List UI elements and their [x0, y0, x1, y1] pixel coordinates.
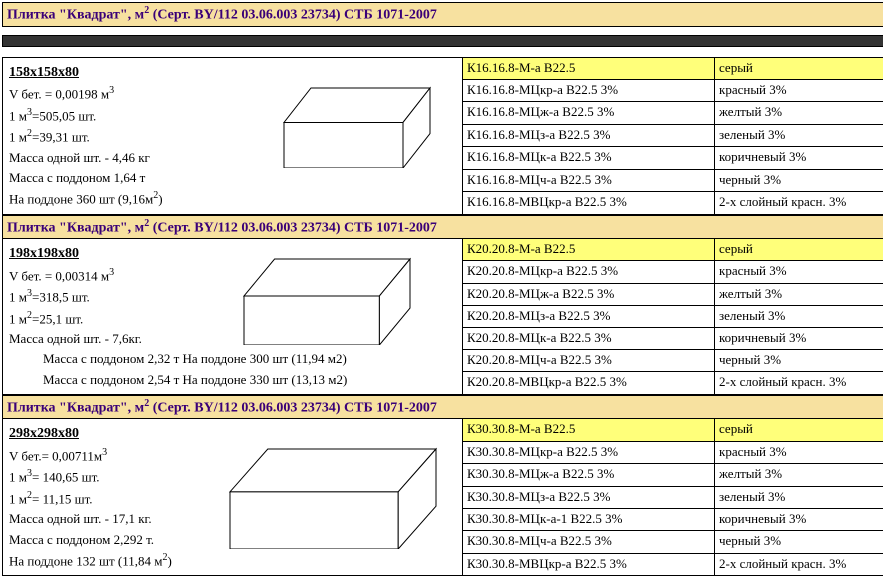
product-code: К30.30.8-МЦк-а-1 В22.5 3% — [463, 509, 715, 530]
spec-line: Масса с поддоном 2,292 т. — [9, 530, 456, 550]
product-code: К30.30.8-МЦз-а В22.5 3% — [463, 487, 715, 508]
product-color: зеленый 3% — [715, 306, 883, 327]
code-row: К30.30.8-МЦк-а-1 В22.5 3%коричневый 3% — [463, 509, 883, 531]
code-row: К20.20.8-МЦч-а В22.5 3%черный 3% — [463, 350, 883, 372]
product-color: черный 3% — [715, 350, 883, 371]
product-code: К20.20.8-МЦз-а В22.5 3% — [463, 306, 715, 327]
spec-line: Масса одной шт. - 4,46 кг — [9, 148, 456, 168]
size-label: 198x198x80 — [9, 243, 456, 265]
code-row: К30.30.8-МЦкр-а В22.5 3%красный 3% — [463, 442, 883, 464]
product-code: К16.16.8-МЦж-а В22.5 3% — [463, 102, 715, 123]
product-code: К20.20.8-МЦж-а В22.5 3% — [463, 284, 715, 305]
spec-line: V бет. = 0,00314 м3 — [9, 265, 456, 286]
code-row: К30.30.8-МЦж-а В22.5 3%желтый 3% — [463, 464, 883, 486]
code-row: К16.16.8-МВЦкр-а В22.5 3%2-х слойный кра… — [463, 192, 883, 213]
product-color: зеленый 3% — [715, 487, 883, 508]
product-color: коричневый 3% — [715, 147, 883, 168]
specs-column: 158x158x80V бет. = 0,00198 м31 м3=505,05… — [3, 58, 463, 214]
product-color: красный 3% — [715, 80, 883, 101]
product-color: желтый 3% — [715, 464, 883, 485]
product-code: К16.16.8-МЦз-а В22.5 3% — [463, 125, 715, 146]
product-color: красный 3% — [715, 442, 883, 463]
spec-line: V бет.= 0,00711м3 — [9, 445, 456, 466]
spec-line: 1 м2=25,1 шт. — [9, 308, 456, 329]
spec-line: Масса одной шт. - 17,1 кг. — [9, 509, 456, 529]
spec-line-extra: Масса с поддоном 2,32 т На поддоне 300 ш… — [9, 349, 456, 369]
product-code: К16.16.8-МЦкр-а В22.5 3% — [463, 80, 715, 101]
product-code: К16.16.8-МЦч-а В22.5 3% — [463, 170, 715, 191]
specs-column: 298x298x80V бет.= 0,00711м31 м3= 140,65 … — [3, 419, 463, 575]
product-code: К20.20.8-МЦкр-а В22.5 3% — [463, 261, 715, 282]
product-code: К30.30.8-М-а В22.5 — [463, 419, 715, 440]
product-color: коричневый 3% — [715, 509, 883, 530]
spec-line: На поддоне 132 шт (11,84 м2) — [9, 550, 456, 571]
code-row: К30.30.8-МВЦкр-а В22.5 3%2-х слойный кра… — [463, 554, 883, 575]
spec-line: 1 м2=39,31 шт. — [9, 126, 456, 147]
code-row: К20.20.8-М-а В22.5серый — [463, 239, 883, 261]
codes-column: К30.30.8-М-а В22.5серыйК30.30.8-МЦкр-а В… — [463, 419, 883, 575]
product-color: красный 3% — [715, 261, 883, 282]
code-row: К20.20.8-МЦкр-а В22.5 3%красный 3% — [463, 261, 883, 283]
product-color: 2-х слойный красн. 3% — [715, 372, 883, 393]
spec-line: 1 м3= 140,65 шт. — [9, 466, 456, 487]
code-row: К16.16.8-М-а В22.5серый — [463, 58, 883, 80]
product-color: черный 3% — [715, 170, 883, 191]
spec-line: 1 м2= 11,15 шт. — [9, 488, 456, 509]
product-color: серый — [715, 239, 883, 260]
product-color: 2-х слойный красн. 3% — [715, 192, 883, 213]
product-section: 298x298x80V бет.= 0,00711м31 м3= 140,65 … — [2, 419, 883, 576]
code-row: К20.20.8-МЦж-а В22.5 3%желтый 3% — [463, 284, 883, 306]
spec-line: Масса с поддоном 1,64 т — [9, 168, 456, 188]
product-color: черный 3% — [715, 531, 883, 552]
product-color: 2-х слойный красн. 3% — [715, 554, 883, 575]
product-code: К20.20.8-МЦч-а В22.5 3% — [463, 350, 715, 371]
product-color: серый — [715, 58, 883, 79]
dark-separator — [2, 35, 883, 47]
product-color: зеленый 3% — [715, 125, 883, 146]
product-code: К30.30.8-МЦкр-а В22.5 3% — [463, 442, 715, 463]
code-row: К16.16.8-МЦкр-а В22.5 3%красный 3% — [463, 80, 883, 102]
code-row: К20.20.8-МЦк-а В22.5 3%коричневый 3% — [463, 328, 883, 350]
size-label: 158x158x80 — [9, 62, 456, 84]
code-row: К20.20.8-МВЦкр-а В22.5 3%2-х слойный кра… — [463, 372, 883, 393]
codes-column: К20.20.8-М-а В22.5серыйК20.20.8-МЦкр-а В… — [463, 239, 883, 394]
product-code: К16.16.8-МВЦкр-а В22.5 3% — [463, 192, 715, 213]
product-color: желтый 3% — [715, 284, 883, 305]
code-row: К16.16.8-МЦж-а В22.5 3%желтый 3% — [463, 102, 883, 124]
product-color: желтый 3% — [715, 102, 883, 123]
product-color: серый — [715, 419, 883, 440]
product-code: К20.20.8-М-а В22.5 — [463, 239, 715, 260]
spec-line: На поддоне 360 шт (9,16м2) — [9, 188, 456, 209]
spec-line: 1 м3=318,5 шт. — [9, 286, 456, 307]
product-section: 198x198x80V бет. = 0,00314 м31 м3=318,5 … — [2, 239, 883, 395]
spec-line-extra: Масса с поддоном 2,54 т На поддоне 330 ш… — [9, 370, 456, 390]
product-code: К30.30.8-МЦж-а В22.5 3% — [463, 464, 715, 485]
product-code: К16.16.8-М-а В22.5 — [463, 58, 715, 79]
code-row: К16.16.8-МЦч-а В22.5 3%черный 3% — [463, 170, 883, 192]
code-row: К16.16.8-МЦк-а В22.5 3%коричневый 3% — [463, 147, 883, 169]
code-row: К20.20.8-МЦз-а В22.5 3%зеленый 3% — [463, 306, 883, 328]
section-header: Плитка "Квадрат", м2 (Серт. BY/112 03.06… — [2, 395, 883, 420]
product-code: К30.30.8-МВЦкр-а В22.5 3% — [463, 554, 715, 575]
product-code: К20.20.8-МВЦкр-а В22.5 3% — [463, 372, 715, 393]
product-code: К16.16.8-МЦк-а В22.5 3% — [463, 147, 715, 168]
top-header: Плитка "Квадрат", м2 (Серт. BY/112 03.06… — [2, 2, 883, 27]
product-code: К20.20.8-МЦк-а В22.5 3% — [463, 328, 715, 349]
product-section: 158x158x80V бет. = 0,00198 м31 м3=505,05… — [2, 57, 883, 215]
product-code: К30.30.8-МЦч-а В22.5 3% — [463, 531, 715, 552]
spec-line: 1 м3=505,05 шт. — [9, 105, 456, 126]
code-row: К16.16.8-МЦз-а В22.5 3%зеленый 3% — [463, 125, 883, 147]
section-header: Плитка "Квадрат", м2 (Серт. BY/112 03.06… — [2, 215, 883, 240]
spec-line: V бет. = 0,00198 м3 — [9, 83, 456, 104]
code-row: К30.30.8-М-а В22.5серый — [463, 419, 883, 441]
codes-column: К16.16.8-М-а В22.5серыйК16.16.8-МЦкр-а В… — [463, 58, 883, 214]
specs-column: 198x198x80V бет. = 0,00314 м31 м3=318,5 … — [3, 239, 463, 394]
spec-line: Масса одной шт. - 7,6кг. — [9, 329, 456, 349]
code-row: К30.30.8-МЦз-а В22.5 3%зеленый 3% — [463, 487, 883, 509]
product-color: коричневый 3% — [715, 328, 883, 349]
size-label: 298x298x80 — [9, 423, 456, 445]
